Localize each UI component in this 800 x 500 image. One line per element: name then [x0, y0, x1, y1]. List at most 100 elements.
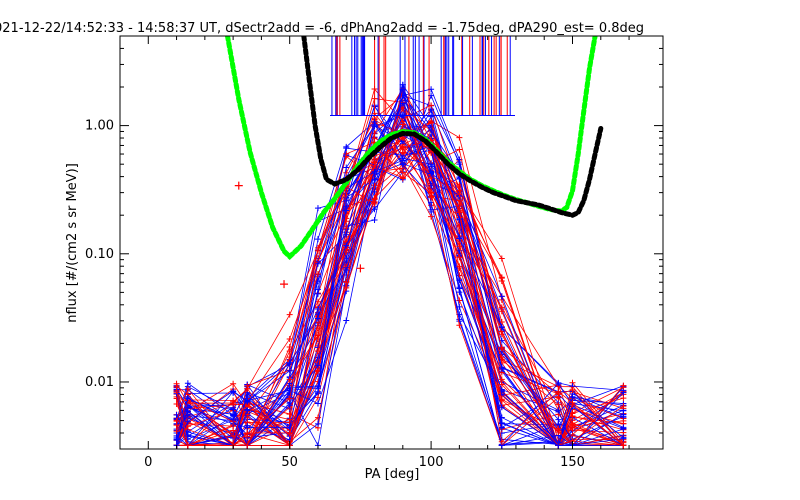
x-tick-label: 150 [560, 455, 585, 470]
trace-marker [456, 209, 463, 216]
trace-marker [244, 407, 251, 414]
trace-marker [343, 231, 350, 238]
trace-marker [230, 416, 237, 423]
trace-marker [371, 182, 378, 189]
trace-marker [173, 428, 180, 435]
series-line-green [225, 36, 598, 261]
y-tick-label: 0.10 [85, 247, 114, 262]
trace-marker [555, 428, 562, 435]
trace-marker [244, 424, 251, 431]
trace-marker [371, 159, 378, 166]
trace-marker [456, 322, 463, 329]
trace-marker [620, 442, 627, 449]
trace-marker [620, 395, 627, 402]
trace-marker [399, 155, 406, 162]
trace-marker [620, 413, 627, 420]
trace-marker [314, 400, 321, 407]
trace-marker [498, 308, 505, 315]
trace-marker [286, 416, 293, 423]
trace-marker [456, 243, 463, 250]
trace-marker [569, 399, 576, 406]
trace-marker [428, 127, 435, 134]
trace-marker [498, 419, 505, 426]
trace-marker [399, 169, 406, 176]
trace-marker [428, 170, 435, 177]
trace-marker [343, 197, 350, 204]
trace-marker [184, 395, 191, 402]
trace-marker [428, 190, 435, 197]
trace-marker [498, 376, 505, 383]
trace-marker [399, 149, 406, 156]
trace-line [176, 115, 624, 447]
trace-marker [184, 418, 191, 425]
x-axis-label: PA [deg] [365, 467, 420, 482]
trace-marker [343, 266, 350, 273]
x-tick-label: 0 [144, 455, 152, 470]
trace-marker [555, 388, 562, 395]
x-tick-label: 100 [419, 455, 444, 470]
trace-marker [620, 403, 627, 410]
trace-marker [184, 429, 191, 436]
trace-marker [244, 382, 251, 389]
trace-marker [244, 430, 251, 437]
axis-layer: 0 50 100 150 0.01 0.10 1.00 [85, 35, 663, 470]
trace-marker [314, 362, 321, 369]
trace-marker [456, 254, 463, 261]
trace-marker [555, 401, 562, 408]
sector-lines [330, 36, 515, 116]
trace-marker [498, 331, 505, 338]
trace-marker [244, 398, 251, 405]
trace-marker [456, 191, 463, 198]
trace-marker [230, 388, 237, 395]
trace-marker [286, 343, 293, 350]
trace-marker [314, 382, 321, 389]
trace-marker [428, 117, 435, 124]
trace-marker [371, 188, 378, 195]
trace-marker [456, 134, 463, 141]
trace-marker [314, 205, 321, 212]
trace-marker [498, 293, 505, 300]
trace-marker [230, 398, 237, 405]
series-line-black [301, 36, 604, 218]
trace-marker [620, 426, 627, 433]
trace-marker [286, 311, 293, 318]
trace-marker [343, 317, 350, 324]
trace-marker [314, 271, 321, 278]
trace-marker [456, 146, 463, 153]
trace-marker [456, 297, 463, 304]
trace-marker [399, 121, 406, 128]
trace-marker [343, 284, 350, 291]
trace-marker [371, 123, 378, 130]
trace-marker [620, 389, 627, 396]
trace-marker [286, 376, 293, 383]
data-layer [173, 36, 627, 449]
trace-marker [371, 176, 378, 183]
trace-marker [456, 316, 463, 323]
trace-marker [173, 387, 180, 394]
trace-line [176, 128, 624, 447]
trace-marker [555, 380, 562, 387]
trace-marker [314, 315, 321, 322]
plot-frame [119, 35, 664, 450]
trace-marker [569, 423, 576, 430]
trace-marker [498, 438, 505, 445]
chart-title: 021-12-22/14:52:33 - 14:58:37 UT, dSectr… [0, 21, 644, 36]
trace-marker [286, 429, 293, 436]
trace-marker [371, 170, 378, 177]
trace-marker [286, 411, 293, 418]
trace-marker [286, 367, 293, 374]
trace-marker [244, 442, 251, 449]
y-axis-label: nflux [#/(cm2 s sr MeV)] [65, 163, 80, 323]
trace-marker [184, 385, 191, 392]
trace-marker [314, 332, 321, 339]
trace-marker [456, 159, 463, 166]
trace-marker [343, 207, 350, 214]
trace-marker [498, 365, 505, 372]
trace-marker [498, 354, 505, 361]
trace-marker [498, 381, 505, 388]
trace-marker [620, 435, 627, 442]
trace-marker [184, 442, 191, 449]
trace-marker [173, 422, 180, 429]
trace-marker [498, 396, 505, 403]
